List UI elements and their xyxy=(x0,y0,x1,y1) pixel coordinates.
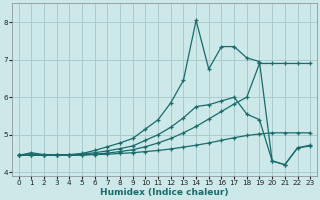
X-axis label: Humidex (Indice chaleur): Humidex (Indice chaleur) xyxy=(100,188,229,197)
